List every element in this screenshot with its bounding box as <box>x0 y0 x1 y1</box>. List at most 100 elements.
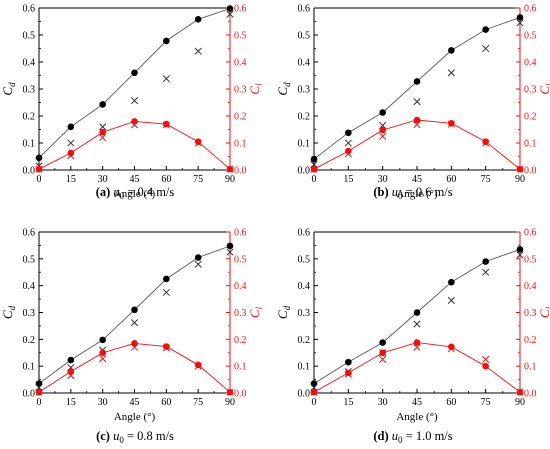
point-cl-cross <box>516 165 524 173</box>
y-left-tick-label: 0.4 <box>298 281 311 292</box>
y-right-tick-label: 0.5 <box>524 31 537 42</box>
x-tick-label: 0 <box>37 397 42 408</box>
y-left-axis-label: Cd <box>275 305 292 319</box>
y-right-tick-label: 0.1 <box>234 139 247 150</box>
panel-caption: (b) u0 = 0.6 m/s <box>373 185 452 201</box>
x-axis-label: Angle (°) <box>396 188 438 200</box>
panel-a: 0 15 30 45 60 75 900.0 0.00.1 0.10.2 0.20.3 0.30.4… <box>0 4 264 202</box>
y-left-tick-label: 0.6 <box>298 4 311 15</box>
point-cd-circle <box>516 246 524 253</box>
point-cl-circle <box>163 120 170 128</box>
point-cl-cross <box>310 388 318 396</box>
point-cd-circle <box>163 275 170 283</box>
point-cl-cross <box>99 355 107 363</box>
y-left-tick-label: 0.1 <box>298 139 311 150</box>
x-tick-label: 60 <box>446 174 456 185</box>
y-right-axis-label: Cl <box>247 83 264 95</box>
point-cd-cross <box>130 319 139 327</box>
x-tick-label: 75 <box>481 174 491 185</box>
point-cd-cross <box>226 248 234 256</box>
point-cd-circle <box>448 278 455 286</box>
point-cd-cross <box>413 320 421 328</box>
y-left-tick-label: 0.3 <box>298 85 311 96</box>
caption-sub: 0 <box>120 191 125 201</box>
point-cl-cross <box>413 343 421 351</box>
point-cl-cross <box>226 388 234 396</box>
caption-sub: 0 <box>398 435 403 445</box>
series-line-cd <box>38 8 231 159</box>
y-left-axis-label-sub: d <box>7 305 17 310</box>
y-right-tick-label: 0.6 <box>234 228 247 239</box>
y-right-tick-label: 0.3 <box>524 308 537 319</box>
point-cd-cross <box>447 296 455 304</box>
point-cl-circle <box>379 349 386 357</box>
x-tick-label: 90 <box>515 174 525 185</box>
y-right-axis-label: Cl <box>247 306 264 318</box>
y-left-tick-label: 0.6 <box>298 228 311 239</box>
point-cl-circle <box>413 339 421 346</box>
caption-var: u <box>392 185 398 199</box>
y-left-tick-label: 0.3 <box>23 308 36 319</box>
point-cl-cross <box>344 370 352 378</box>
y-left-tick-label: 0.3 <box>23 85 36 96</box>
x-tick-label: 0 <box>312 397 317 408</box>
point-cd-cross <box>482 44 490 53</box>
panel-d: 0 15 30 45 60 75 900.0 0.00.1 0.10.2 0.20.3 0.30.4… <box>275 228 550 446</box>
y-left-axis-label-main: C <box>275 87 290 96</box>
point-cl-cross <box>482 139 490 147</box>
x-tick-label: 75 <box>193 174 203 185</box>
x-axis-label: Angle (°) <box>396 411 438 423</box>
y-right-tick-label: 0.0 <box>234 166 247 177</box>
x-tick-label: 75 <box>481 397 491 408</box>
y-left-axis-label: Cd <box>275 82 292 96</box>
point-cd-circle <box>35 154 43 162</box>
point-cl-cross <box>35 165 43 173</box>
y-right-tick-label: 0.5 <box>234 31 247 42</box>
point-cl-circle <box>131 340 138 347</box>
panel-caption: (d) u0 = 1.0 m/s <box>373 429 452 445</box>
y-right-tick-label: 0.5 <box>524 254 537 265</box>
point-cd-circle <box>67 356 75 364</box>
y-left-tick-label: 0.2 <box>298 335 311 346</box>
y-right-tick-label: 0.3 <box>234 308 247 319</box>
y-right-tick-label: 0.0 <box>524 389 537 400</box>
point-cd-cross <box>67 139 75 147</box>
y-right-tick-label: 0.6 <box>234 4 247 15</box>
y-left-tick-label: 0.6 <box>23 4 36 15</box>
point-cl-circle <box>379 126 386 134</box>
y-right-tick-label: 0.4 <box>524 58 537 69</box>
point-cl-cross <box>226 165 234 173</box>
y-right-tick-label: 0.1 <box>234 362 247 373</box>
point-cd-cross <box>413 98 421 106</box>
point-cd-circle <box>194 254 202 261</box>
caption-tag: (c) <box>96 429 113 443</box>
y-right-axis-label: Cl <box>537 306 550 318</box>
point-cl-circle <box>163 343 170 350</box>
point-cd-circle <box>413 78 421 85</box>
point-cl-cross <box>379 355 387 364</box>
point-cl-circle <box>131 118 138 125</box>
point-cd-circle <box>194 16 202 23</box>
point-cd-cross <box>99 123 107 131</box>
x-tick-label: 15 <box>343 397 353 408</box>
point-cl-cross <box>194 139 202 147</box>
point-cl-cross <box>67 152 75 160</box>
x-tick-label: 0 <box>37 174 42 185</box>
caption-tag: (a) <box>96 185 114 199</box>
y-left-tick-label: 0.2 <box>298 112 311 123</box>
panel-caption: (a) u0 = 0.4 m/s <box>96 185 175 201</box>
caption-tag: (b) <box>373 185 391 199</box>
point-cd-circle <box>99 101 106 108</box>
point-cl-cross <box>35 388 43 396</box>
point-cl-circle <box>345 369 352 377</box>
y-left-tick-label: 0.3 <box>298 308 311 319</box>
y-left-tick-label: 0.5 <box>298 31 311 42</box>
point-cl-cross <box>67 372 75 380</box>
point-cd-circle <box>345 358 352 366</box>
caption-rest: = 1.0 m/s <box>403 429 453 443</box>
x-tick-label: 60 <box>161 397 171 408</box>
point-cl-cross <box>162 344 170 352</box>
panel-caption: (c) u0 = 0.8 m/s <box>96 429 174 445</box>
y-left-tick-label: 0.0 <box>298 166 311 177</box>
